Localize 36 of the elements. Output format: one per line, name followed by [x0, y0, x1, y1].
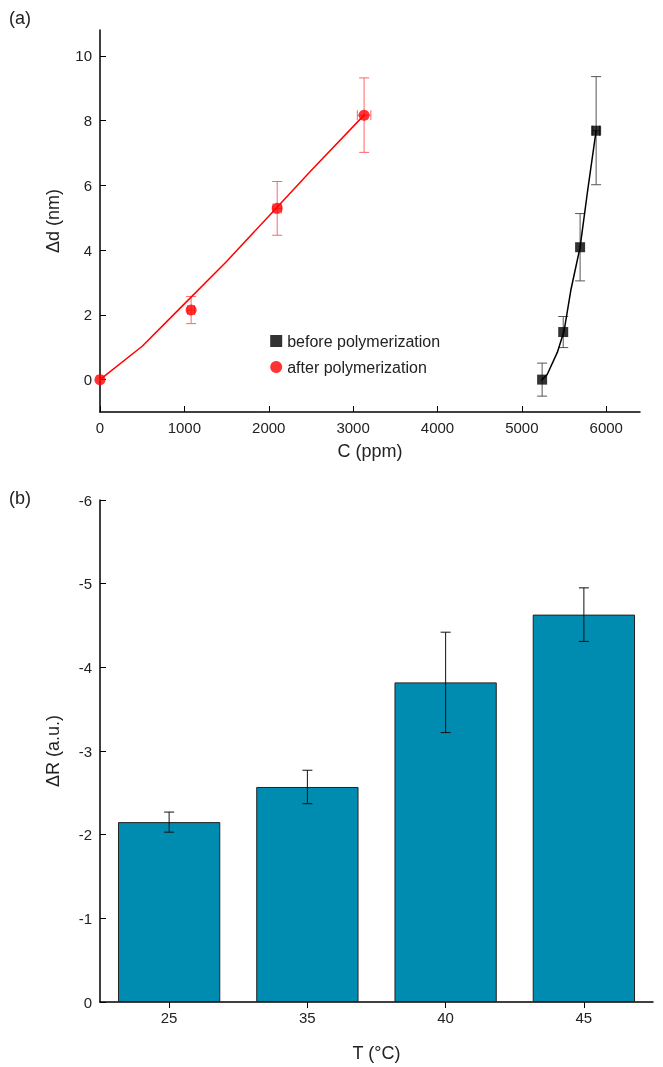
x-tick-label: 35	[299, 1009, 316, 1026]
y-tick-label: 4	[83, 241, 92, 259]
x-axis-title: C (ppm)	[337, 441, 403, 461]
point	[575, 242, 586, 253]
y-tick-label: -4	[78, 658, 92, 676]
y-tick-label: 6	[83, 176, 92, 194]
y-axis-title: Δd (nm)	[43, 188, 63, 254]
x-tick-label: 45	[575, 1009, 593, 1026]
x-axis-title: T (°C)	[352, 1043, 401, 1063]
y-tick-label: -2	[78, 826, 92, 844]
x-tick-label: 1000	[167, 419, 202, 436]
x-tick-label: 5000	[505, 419, 539, 436]
x-tick-label: 2000	[252, 419, 286, 436]
y-tick-label: 8	[83, 112, 92, 130]
y-tick-label: -1	[78, 909, 92, 927]
point	[537, 374, 548, 385]
chart-title: (a)	[9, 8, 31, 28]
x-tick-label: 4000	[420, 419, 455, 436]
y-tick-label: -6	[78, 491, 92, 509]
chart-title: (b)	[9, 488, 31, 508]
y-tick-label: 2	[83, 306, 92, 324]
x-tick-label: 3000	[336, 419, 370, 436]
x-tick-label: 6000	[589, 419, 623, 436]
legend-label: before polymerization	[287, 332, 441, 350]
x-tick-label: 0	[95, 419, 105, 436]
y-tick-label: -3	[78, 742, 92, 760]
x-tick-label: 40	[437, 1009, 454, 1026]
y-tick-label: 10	[75, 47, 92, 65]
x-tick-label: 25	[160, 1009, 178, 1026]
y-tick-label: -5	[78, 575, 92, 593]
y-tick-label: 0	[83, 371, 92, 389]
point	[94, 374, 106, 386]
y-tick-label: 0	[83, 993, 92, 1011]
y-axis-title: ΔR (a.u.)	[43, 714, 63, 788]
legend-label: after polymerization	[287, 358, 427, 376]
point	[558, 327, 569, 338]
